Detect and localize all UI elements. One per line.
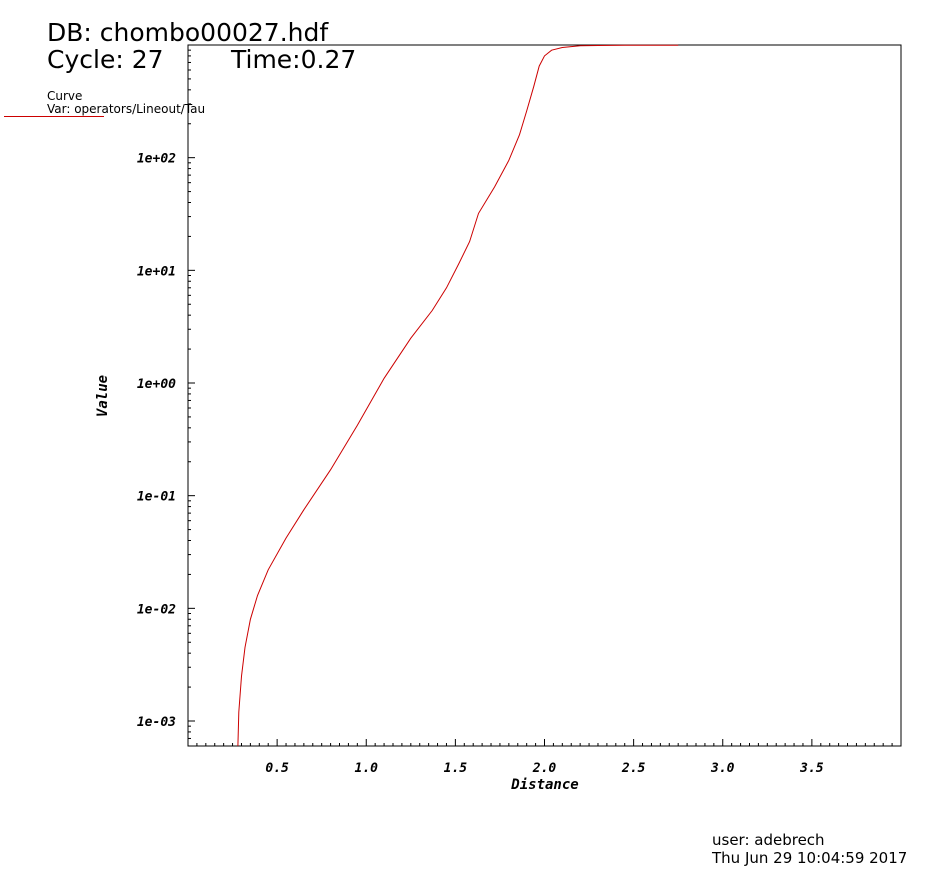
- x-axis: 0.5 1.0 1.5 2.0 2.5 3.0 3.5: [196, 739, 893, 776]
- legend-variable: Var: operators/Lineout/Tau: [47, 102, 206, 116]
- plot-frame: [187, 44, 902, 747]
- x-tick-label: 0.5: [265, 761, 289, 776]
- y-tick-label: 1e-01: [137, 490, 176, 505]
- y-axis: 1e-03 1e-02 1e-01 1e+00 1e+01 1e+02: [137, 49, 195, 747]
- y-axis-title: Value: [95, 375, 111, 417]
- y-tick-label: 1e-02: [137, 602, 176, 617]
- y-tick-label: 1e-03: [137, 715, 176, 730]
- x-tick-label: 1.0: [355, 761, 379, 776]
- database-label: DB: chombo00027.hdf: [47, 18, 329, 47]
- time-label: Time:0.27: [231, 45, 357, 74]
- x-tick-label: 3.0: [710, 761, 735, 776]
- x-tick-label: 2.0: [532, 761, 557, 776]
- curves: [237, 44, 679, 747]
- series-line: [237, 44, 679, 747]
- legend-title: Curve: [47, 89, 83, 103]
- x-axis-title: Distance: [510, 777, 578, 793]
- legend-swatch: [4, 116, 104, 117]
- x-tick-label: 3.5: [799, 761, 824, 776]
- x-tick-label: 1.5: [444, 761, 468, 776]
- x-tick-label: 2.5: [621, 761, 646, 776]
- timestamp-label: Thu Jun 29 10:04:59 2017: [712, 849, 908, 867]
- y-tick-label: 1e+00: [137, 377, 176, 392]
- y-tick-label: 1e+02: [137, 152, 176, 167]
- cycle-label: Cycle: 27: [47, 45, 164, 74]
- y-tick-label: 1e+01: [137, 264, 176, 279]
- user-label: user: adebrech: [712, 831, 825, 849]
